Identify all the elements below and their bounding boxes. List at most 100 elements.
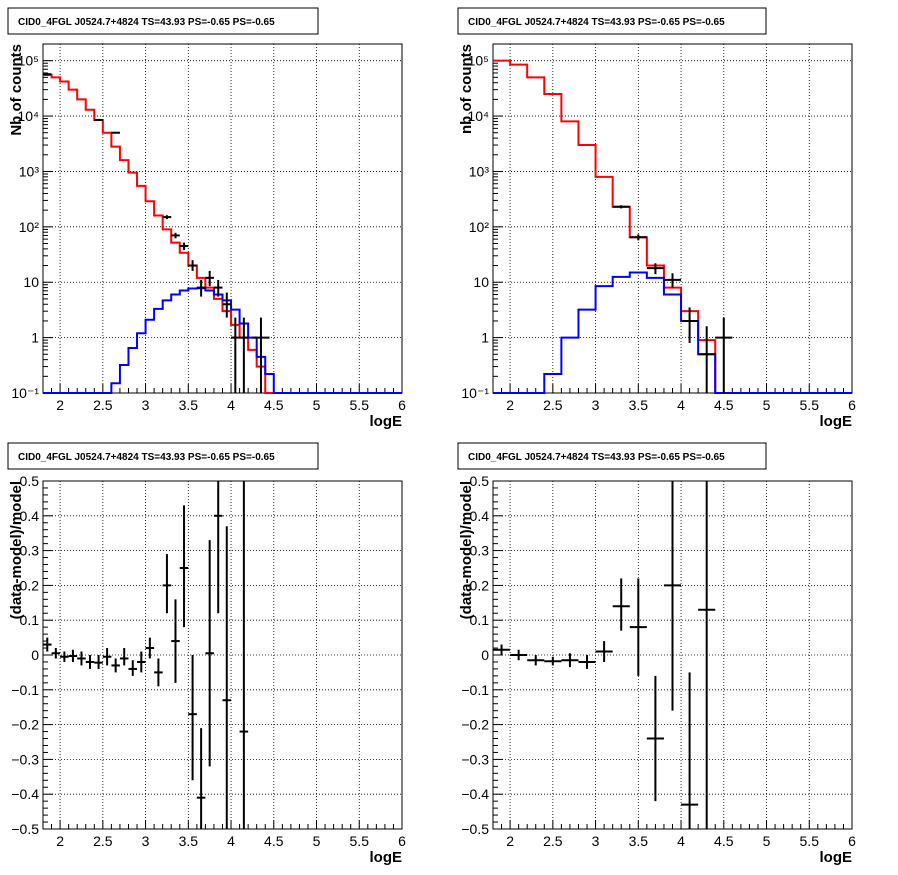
data-point [252,317,270,393]
y-axis-label: (data-model)/model [458,481,475,619]
data-point [196,279,206,297]
title-box [7,7,319,35]
plot-frame [492,43,853,394]
histogram-series-line [493,59,733,394]
data-point [222,292,232,318]
data-point [578,655,596,669]
histogram-series-line [493,271,852,394]
data-point [663,481,682,711]
x-tick-label: 3.5 [179,833,199,849]
x-tick-label: 3.5 [179,397,199,413]
y-tick-label: −0.2 [461,717,489,733]
data-point [698,481,716,829]
y-axis-label: nb of counts [458,44,475,134]
y-axis-label: (data-model)/model [8,481,25,619]
data-point [629,578,647,676]
chart-panel-hist_right: CID0_4FGL J0524.7+4824 TS=43.93 PS=-0.65… [457,7,856,430]
y-tick-label: −0.1 [461,682,489,698]
x-tick-label: 5 [763,397,771,413]
data-point [510,649,528,661]
chart-panel-resid_left: CID0_4FGL J0524.7+4824 TS=43.93 PS=-0.65… [7,442,406,866]
y-tick-label: 0 [31,647,39,663]
data-point [162,215,172,220]
data-point [196,728,206,829]
data-point [51,648,61,659]
data-point [205,270,214,287]
data-point [77,651,86,666]
data-point [94,118,103,121]
x-tick-label: 2.5 [93,833,113,849]
y-tick-label: 0.3 [470,543,490,559]
data-point [527,655,545,666]
y-tick-label: 1 [31,330,39,346]
data-point [213,279,223,297]
y-tick-label: 10² [469,219,490,235]
data-point [128,660,138,676]
data-point [102,648,112,666]
x-tick-label: 3 [142,833,150,849]
y-tick-label: 10³ [19,163,40,179]
x-axis-label: logE [820,413,853,430]
x-tick-label: 2 [56,397,64,413]
y-tick-label: 10 [473,274,489,290]
data-point [85,655,95,669]
x-axis-label: logE [820,849,853,866]
chart-title: CID0_4FGL J0524.7+4824 TS=43.93 PS=-0.65… [18,452,275,463]
y-tick-label: 0.2 [470,577,490,593]
x-tick-label: 5.5 [800,397,820,413]
data-point [629,234,647,241]
y-tick-label: 1 [481,330,489,346]
histogram-series-line [43,287,402,394]
data-point [111,131,120,134]
y-tick-label: 10⁴ [467,108,489,124]
x-tick-label: 2.5 [543,397,563,413]
x-tick-label: 4 [677,833,685,849]
chart-title: CID0_4FGL J0524.7+4824 TS=43.93 PS=-0.65… [468,17,725,28]
data-point [646,675,664,802]
y-tick-label: −0.3 [461,751,489,767]
x-tick-label: 4 [227,833,235,849]
y-tick-label: −0.2 [11,717,39,733]
data-point [698,326,716,393]
y-tick-label: 0.1 [20,612,40,628]
x-tick-label: 6 [398,397,406,413]
chart-panel-resid_right: CID0_4FGL J0524.7+4824 TS=43.93 PS=-0.65… [457,442,856,866]
y-tick-label: 0.5 [20,473,40,489]
data-point [612,578,630,631]
x-tick-label: 5 [763,833,771,849]
data-point [43,637,52,652]
x-tick-label: 5.5 [800,833,820,849]
data-point [188,655,197,781]
data-point [137,651,146,673]
data-point [239,317,249,393]
data-point [681,672,699,829]
y-tick-label: −0.4 [11,786,39,802]
data-point [715,317,733,393]
y-axis-label: Nb of counts [8,44,25,136]
y-tick-label: 10⁴ [17,108,39,124]
x-tick-label: 6 [398,833,406,849]
data-point [561,653,579,668]
y-tick-label: 10⁵ [468,53,489,69]
data-point [595,641,613,662]
data-point [681,307,699,343]
plot-frame [42,43,403,394]
x-tick-label: 5 [313,833,321,849]
x-tick-label: 2.5 [93,397,113,413]
y-tick-label: 0.4 [20,508,40,524]
histogram-series-line [43,74,274,394]
data-point [222,526,232,829]
y-tick-label: 10 [23,274,39,290]
data-point [205,540,214,767]
data-point [145,637,155,659]
data-point [119,648,129,666]
y-tick-label: 0.3 [20,543,40,559]
x-tick-label: 4.5 [714,397,734,413]
x-axis-label: logE [370,849,403,866]
x-tick-label: 3 [142,397,150,413]
x-tick-label: 3.5 [629,397,649,413]
x-tick-label: 4.5 [264,833,284,849]
data-point [68,649,78,662]
